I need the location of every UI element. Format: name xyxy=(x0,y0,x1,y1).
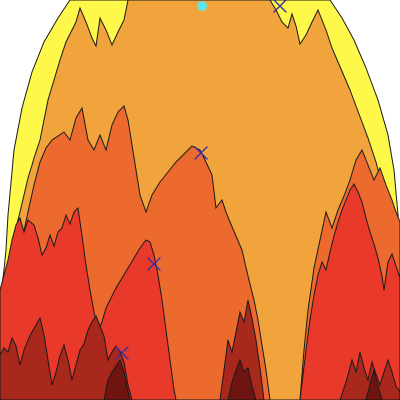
marker-cross-top-right[interactable] xyxy=(273,0,287,13)
deepest-layer-right xyxy=(365,368,383,400)
dark-red-layer-right xyxy=(339,351,400,400)
marker-cross-upper[interactable] xyxy=(194,146,208,160)
red-layer-right xyxy=(299,183,400,400)
deepest-layer-center xyxy=(227,358,257,400)
marker-dot[interactable] xyxy=(197,1,207,11)
dark-red-layer xyxy=(0,314,133,400)
dark-red-layer-center xyxy=(219,299,265,400)
deepest-layer-left xyxy=(103,358,131,400)
marker-cross-lower[interactable] xyxy=(115,346,129,360)
marker-cross-middle[interactable] xyxy=(147,257,161,271)
